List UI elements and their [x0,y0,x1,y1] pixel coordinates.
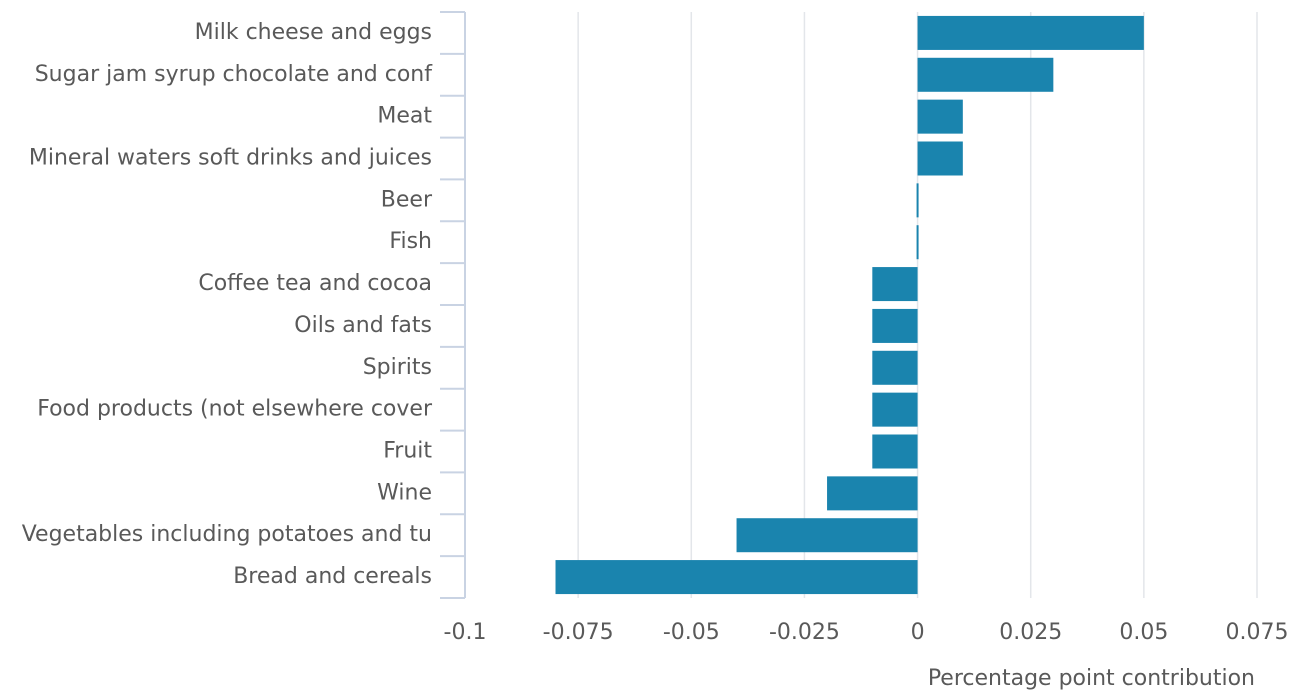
bar [872,267,918,302]
bar [872,308,918,343]
bar [555,560,918,595]
bar [917,99,963,134]
y-tick-label: Milk cheese and eggs [195,20,432,45]
y-tick-label: Meat [377,104,432,129]
bar [917,15,1144,50]
y-tick-label: Spirits [363,355,432,380]
x-tick-label: 0.075 [1226,620,1289,645]
y-tick-label: Food products (not elsewhere cover [37,397,433,422]
y-tick-label: Sugar jam syrup chocolate and conf [35,62,434,87]
x-tick-label: -0.05 [663,620,720,645]
y-tick-label: Fish [389,229,432,254]
bar [872,434,918,469]
bar [917,141,963,176]
y-tick-label: Coffee tea and cocoa [198,271,432,296]
y-tick-label: Fruit [383,439,432,464]
x-tick-label: -0.075 [543,620,614,645]
bar [916,183,919,218]
y-tick-label: Mineral waters soft drinks and juices [29,146,432,171]
bar [917,57,1054,92]
x-axis-title: Percentage point contribution [928,666,1255,691]
bar [916,225,919,260]
x-tick-label: -0.025 [769,620,840,645]
y-tick-label: Bread and cereals [233,564,432,589]
bar [736,518,918,553]
x-tick-label: 0.025 [999,620,1062,645]
y-tick-label: Beer [381,187,433,212]
x-tick-label: 0.05 [1119,620,1168,645]
bar [827,476,918,511]
y-tick-label: Vegetables including potatoes and tu [22,522,432,547]
x-tick-label: -0.1 [444,620,487,645]
y-tick-label: Oils and fats [294,313,432,338]
bar [872,350,918,385]
x-tick-label: 0 [911,620,925,645]
bar [872,392,918,427]
y-tick-label: Wine [377,480,432,505]
